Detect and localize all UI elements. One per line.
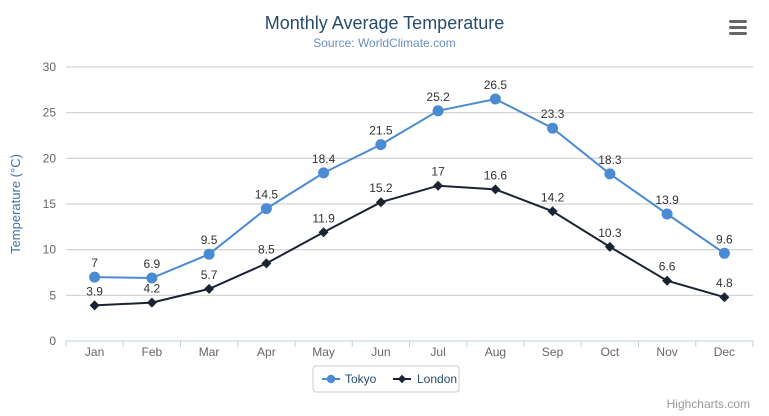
svg-text:London: London: [417, 372, 457, 386]
svg-text:13.9: 13.9: [655, 193, 679, 207]
svg-text:17: 17: [431, 165, 445, 179]
svg-text:16.6: 16.6: [484, 168, 508, 182]
svg-text:Jun: Jun: [371, 345, 390, 359]
svg-text:9.6: 9.6: [716, 232, 733, 246]
svg-text:6.9: 6.9: [144, 257, 161, 271]
svg-text:26.5: 26.5: [484, 78, 508, 92]
svg-text:Apr: Apr: [257, 345, 276, 359]
svg-text:Tokyo: Tokyo: [345, 372, 377, 386]
svg-text:10: 10: [43, 243, 57, 257]
svg-text:4.8: 4.8: [716, 276, 733, 290]
svg-text:15: 15: [43, 197, 57, 211]
svg-text:25.2: 25.2: [426, 90, 450, 104]
svg-text:20: 20: [43, 151, 57, 165]
svg-text:May: May: [312, 345, 335, 359]
svg-text:14.2: 14.2: [541, 190, 565, 204]
svg-text:10.3: 10.3: [598, 226, 622, 240]
svg-text:Mar: Mar: [199, 345, 220, 359]
svg-text:18.4: 18.4: [312, 152, 336, 166]
svg-text:Feb: Feb: [142, 345, 163, 359]
svg-text:4.2: 4.2: [144, 282, 161, 296]
svg-text:Jul: Jul: [430, 345, 445, 359]
svg-text:7: 7: [91, 256, 98, 270]
svg-text:15.2: 15.2: [369, 181, 393, 195]
svg-text:8.5: 8.5: [258, 242, 275, 256]
svg-text:6.6: 6.6: [659, 260, 676, 274]
svg-text:18.3: 18.3: [598, 153, 622, 167]
svg-text:14.5: 14.5: [255, 188, 279, 202]
svg-text:Sep: Sep: [542, 345, 564, 359]
svg-text:21.5: 21.5: [369, 124, 393, 138]
svg-text:Dec: Dec: [714, 345, 735, 359]
svg-text:3.9: 3.9: [86, 284, 103, 298]
svg-text:5.7: 5.7: [201, 268, 218, 282]
svg-text:Aug: Aug: [485, 345, 506, 359]
svg-text:9.5: 9.5: [201, 233, 218, 247]
svg-text:Temperature (°C): Temperature (°C): [8, 154, 23, 254]
svg-text:0: 0: [49, 334, 56, 348]
svg-text:23.3: 23.3: [541, 107, 565, 121]
svg-text:Jan: Jan: [85, 345, 104, 359]
svg-text:11.9: 11.9: [312, 211, 335, 225]
svg-text:25: 25: [43, 106, 57, 120]
svg-text:Oct: Oct: [601, 345, 620, 359]
svg-text:30: 30: [43, 60, 57, 74]
svg-text:Nov: Nov: [656, 345, 677, 359]
svg-text:5: 5: [49, 288, 56, 302]
